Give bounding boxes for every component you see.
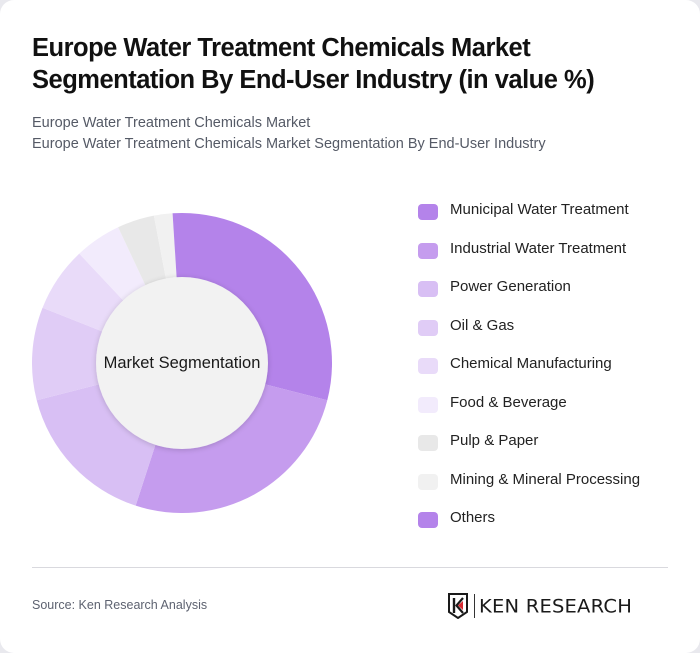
ken-research-k-shield-icon bbox=[448, 593, 468, 619]
chart-title: Europe Water Treatment Chemicals Market … bbox=[32, 34, 595, 94]
legend-label: Food & Beverage bbox=[450, 393, 567, 411]
legend-label: Chemical Manufacturing bbox=[450, 355, 612, 372]
legend-label: Industrial Water Treatment bbox=[450, 239, 627, 257]
legend-swatch-icon bbox=[418, 396, 438, 413]
legend-label: Municipal Water Treatment bbox=[450, 201, 629, 218]
donut-svg bbox=[32, 213, 332, 513]
donut-center-label: Market Segmentation bbox=[103, 353, 261, 372]
legend-swatch-icon bbox=[418, 204, 438, 220]
legend-item-pulp-paper[interactable]: Pulp & Paper bbox=[418, 429, 688, 468]
legend-swatch-icon bbox=[418, 512, 438, 528]
legend-label: Power Generation bbox=[450, 278, 571, 295]
legend-item-food-beverage[interactable]: Food & Beverage bbox=[418, 391, 688, 430]
legend-swatch-icon bbox=[418, 281, 438, 297]
legend-label: Pulp & Paper bbox=[450, 432, 539, 449]
ken-research-logo[interactable]: KEN RESEARCH bbox=[447, 591, 632, 621]
subtitle-line-1: Europe Water Treatment Chemicals Market bbox=[32, 115, 311, 131]
legend-item-power[interactable]: Power Generation bbox=[418, 275, 688, 314]
logo-separator bbox=[474, 594, 475, 618]
legend-swatch-icon bbox=[418, 435, 438, 451]
legend-swatch-icon bbox=[418, 319, 438, 336]
source-note: Source: Ken Research Analysis bbox=[32, 598, 208, 612]
donut-chart: Market Segmentation bbox=[32, 213, 332, 513]
legend: Municipal Water Treatment Industrial Wat… bbox=[418, 198, 688, 545]
legend-swatch-icon bbox=[418, 473, 438, 490]
legend-item-chemical[interactable]: Chemical Manufacturing bbox=[418, 352, 688, 391]
legend-item-municipal[interactable]: Municipal Water Treatment bbox=[418, 198, 688, 237]
legend-item-oil-gas[interactable]: Oil & Gas bbox=[418, 314, 688, 353]
legend-label: Mining & Mineral Processing bbox=[450, 470, 641, 488]
legend-label: Oil & Gas bbox=[450, 316, 515, 334]
donut-hole bbox=[96, 277, 268, 449]
logo-text: KEN RESEARCH bbox=[479, 595, 633, 617]
legend-swatch-icon bbox=[418, 242, 438, 259]
legend-item-industrial[interactable]: Industrial Water Treatment bbox=[418, 237, 688, 276]
legend-label: Others bbox=[450, 509, 496, 526]
footer-divider bbox=[32, 567, 668, 568]
subtitle-line-2: Europe Water Treatment Chemicals Market … bbox=[32, 136, 546, 152]
legend-swatch-icon bbox=[418, 358, 438, 374]
legend-item-mining[interactable]: Mining & Mineral Processing bbox=[418, 468, 688, 507]
chart-subtitle: Europe Water Treatment Chemicals Market … bbox=[32, 113, 672, 155]
legend-item-others[interactable]: Others bbox=[418, 506, 688, 545]
